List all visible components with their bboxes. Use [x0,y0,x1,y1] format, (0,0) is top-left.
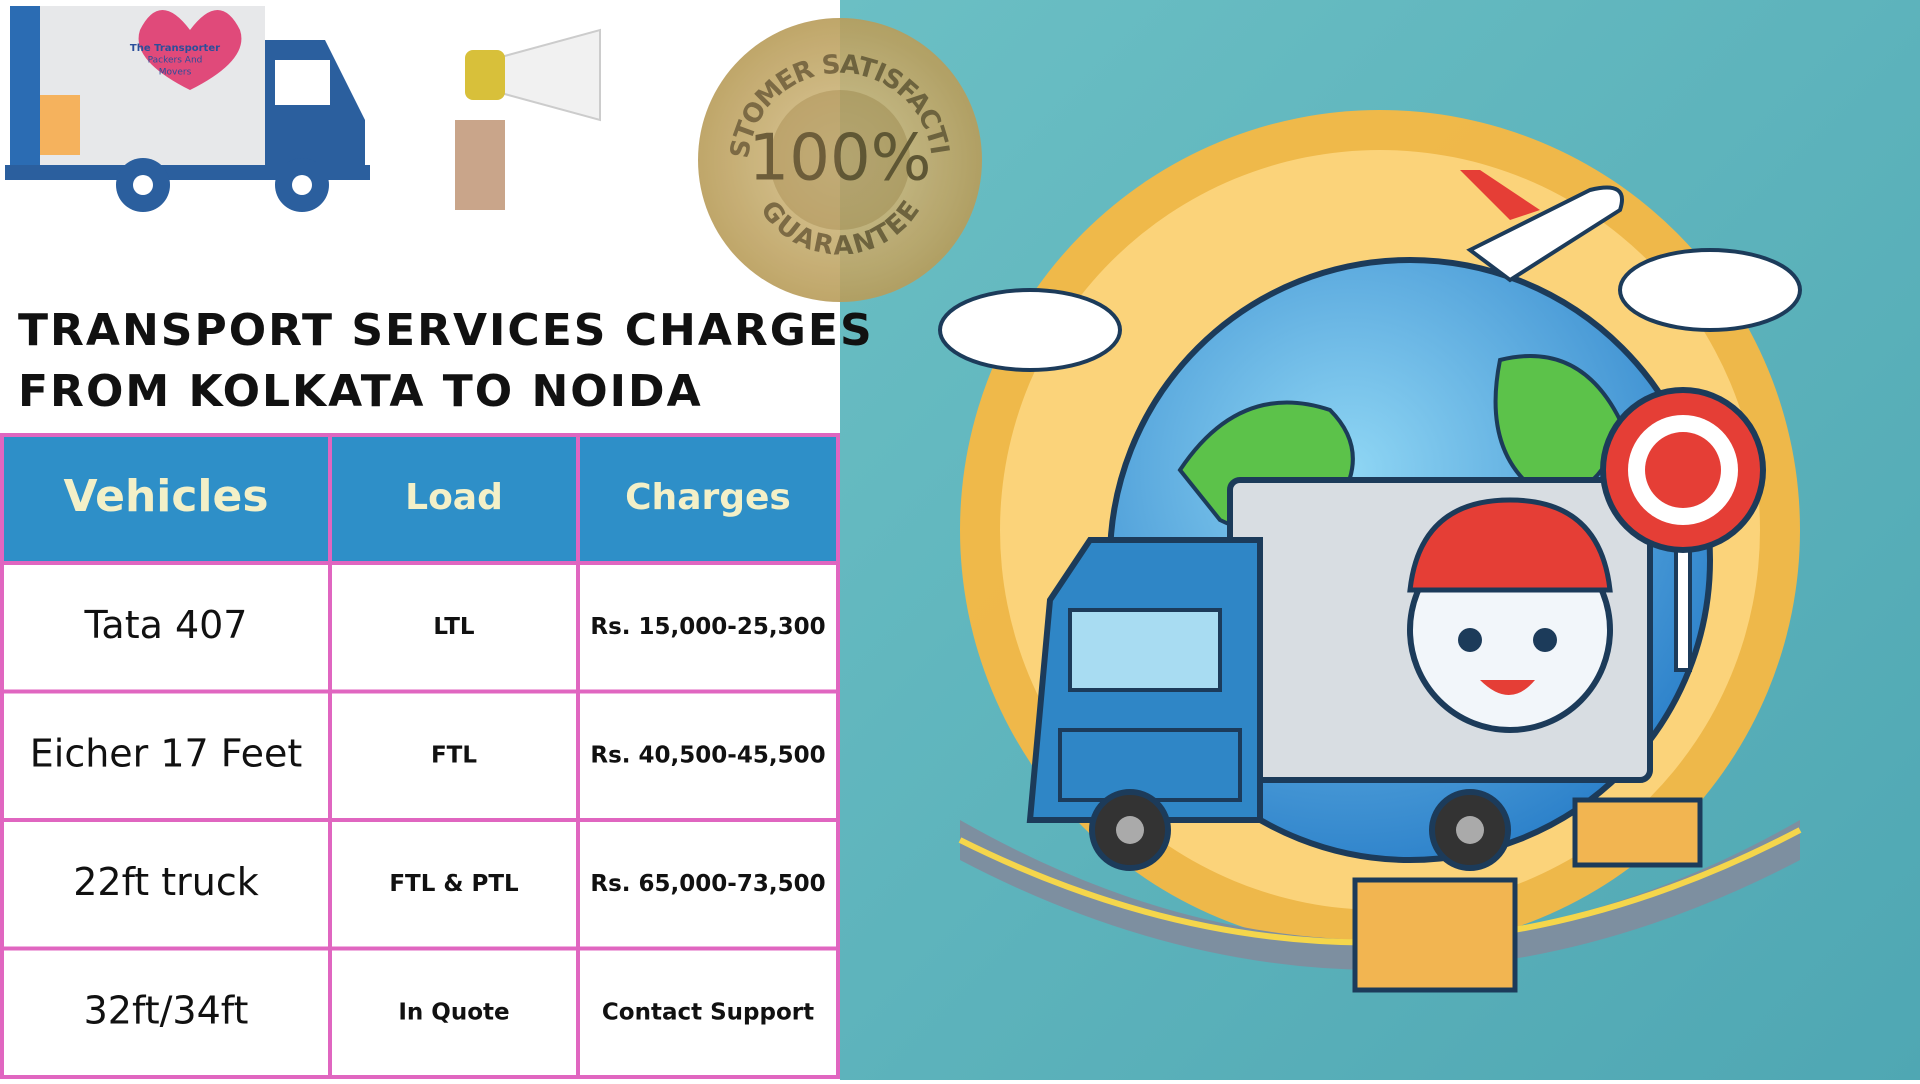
cell-text: 32ft/34ft [84,988,249,1032]
cell-text: Eicher 17 Feet [30,731,303,775]
column-header: Charges [625,477,791,518]
cell-text: Rs. 40,500-45,500 [590,742,825,768]
table-cell [0,561,332,694]
table-cell [328,946,580,1079]
logo-line: Movers [159,68,192,78]
logo-line: The Transporter [130,43,220,54]
megaphone [455,28,601,210]
cell-text: FTL & PTL [389,871,519,897]
logo-line: Packers And [148,56,203,66]
table-cell [328,818,580,951]
cell-text: LTL [433,614,475,640]
cell-text: Rs. 65,000-73,500 [590,871,825,897]
cell-text: Rs. 15,000-25,300 [590,614,825,640]
header-cell [576,433,840,565]
cell-text: Tata 407 [83,603,247,647]
table-cell [328,689,580,822]
cell-text: FTL [431,742,477,768]
illustration [938,110,1802,993]
title-line: FROM KOLKATA TO NOIDA [18,366,703,417]
table-cell [0,818,332,951]
table-cell [576,689,840,822]
column-header: Vehicles [63,471,268,522]
cell-text: Contact Support [602,999,814,1025]
cell-text: 22ft truck [73,860,259,904]
price-table: Vehicles Load Charges Tata 407 LTL Rs. 15,000… [0,433,840,1079]
logo: The Transporter Packers And Movers [5,6,370,212]
table-cell [328,561,580,694]
header-cell [0,433,332,565]
cell-text: In Quote [398,999,509,1025]
table-cell [0,689,332,822]
title-line: TRANSPORT SERVICES CHARGES [18,305,874,356]
table-cell [0,946,332,1079]
table-cell [576,561,840,694]
badge-center: 100% [749,122,932,196]
column-header: Load [405,477,503,518]
table-cell [576,946,840,1079]
